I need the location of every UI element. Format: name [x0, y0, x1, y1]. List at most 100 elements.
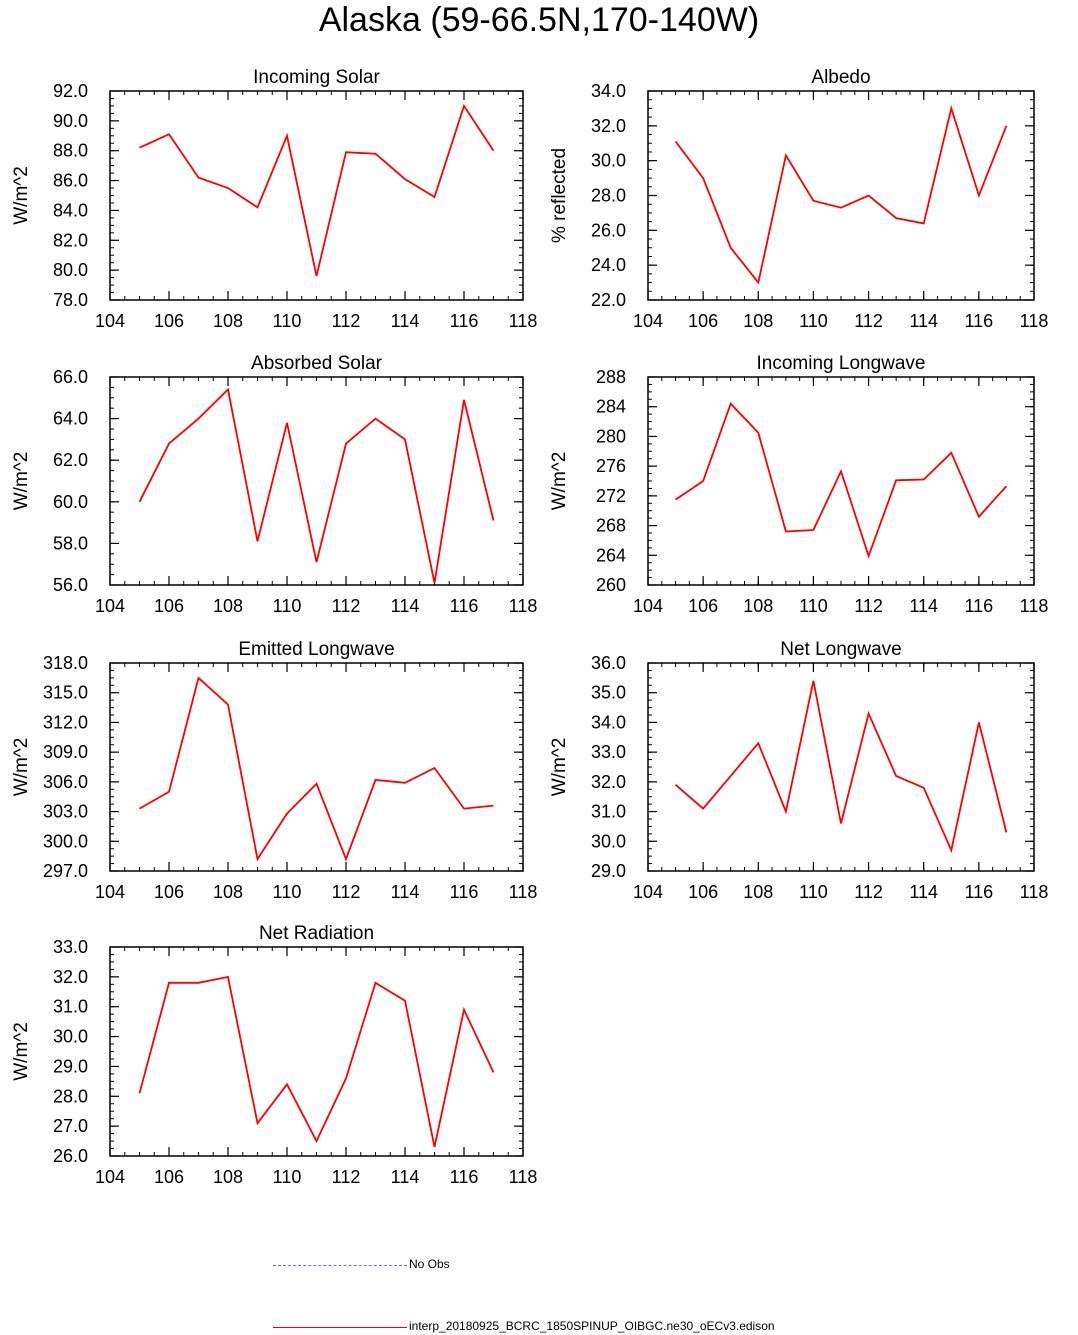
y-tick-label: 30.0 [591, 151, 626, 171]
y-tick-label: 272 [596, 486, 626, 506]
x-tick-label: 118 [509, 1167, 538, 1187]
x-tick-label: 110 [273, 882, 302, 902]
x-tick-label: 114 [391, 596, 420, 616]
chart-title: Incoming Solar [253, 67, 380, 88]
x-tick-label: 106 [154, 882, 184, 902]
chart-panel: Albedo % reflected 104 106 108 110 112 114 116 11… [549, 67, 1048, 331]
x-tick-label: 108 [213, 311, 243, 331]
x-tick-label: 110 [273, 311, 302, 331]
x-tick-label: 116 [965, 596, 994, 616]
chart-title: Net Longwave [780, 639, 901, 660]
y-tick-label: 306.0 [43, 772, 88, 792]
y-axis-label: % reflected [549, 148, 570, 243]
chart-title: Absorbed Solar [251, 353, 383, 374]
plot-frame [647, 376, 1035, 586]
x-tick-label: 110 [799, 311, 828, 331]
series-line-model [675, 680, 1008, 854]
y-axis-label: W/m^2 [11, 166, 32, 225]
y-tick-label: 22.0 [591, 290, 626, 310]
y-tick-label: 30.0 [53, 1027, 88, 1047]
plot-frame [109, 90, 524, 301]
x-tick-label: 108 [213, 882, 243, 902]
y-tick-label: 315.0 [43, 683, 88, 703]
x-tick-label: 104 [95, 1167, 125, 1187]
y-tick-label: 62.0 [53, 450, 88, 470]
y-tick-label: 30.0 [591, 831, 626, 851]
legend-label-model: interp_20180925_BCRC_1850SPINUP_OIBGC.ne… [409, 1319, 775, 1333]
y-tick-label: 35.0 [591, 683, 626, 703]
y-axis-label: W/m^2 [549, 452, 570, 511]
y-tick-label: 28.0 [591, 186, 626, 206]
y-tick-label: 26.0 [53, 1146, 88, 1166]
chart-panel: Incoming Solar W/m^2 104 106 108 110 112 114 116… [11, 67, 537, 331]
y-tick-label: 268 [596, 516, 626, 536]
y-tick-label: 32.0 [591, 116, 626, 136]
series-line-model [139, 676, 494, 862]
y-tick-label: 260 [596, 575, 626, 595]
y-tick-label: 92.0 [53, 81, 88, 101]
y-tick-label: 312.0 [43, 712, 88, 732]
series-line-model [138, 387, 495, 584]
series-line-model [675, 402, 1008, 559]
y-tick-label: 276 [596, 456, 626, 476]
y-tick-label: 29.0 [53, 1056, 88, 1076]
y-tick-label: 284 [596, 397, 626, 417]
x-tick-label: 104 [633, 882, 663, 902]
x-tick-label: 114 [391, 882, 420, 902]
y-tick-label: 26.0 [591, 220, 626, 240]
y-axis-label: W/m^2 [11, 452, 32, 511]
x-tick-label: 112 [332, 311, 361, 331]
x-tick-label: 116 [965, 311, 994, 331]
x-tick-label: 118 [1020, 596, 1049, 616]
y-tick-label: 84.0 [53, 200, 88, 220]
x-tick-label: 118 [509, 596, 538, 616]
x-tick-label: 104 [633, 311, 663, 331]
y-tick-label: 56.0 [53, 575, 88, 595]
y-tick-label: 28.0 [53, 1086, 88, 1106]
x-tick-label: 118 [1020, 311, 1049, 331]
y-tick-label: 309.0 [43, 742, 88, 762]
x-tick-label: 104 [95, 311, 125, 331]
x-tick-label: 106 [154, 311, 184, 331]
y-tick-label: 264 [596, 545, 626, 565]
chart-panel: Emitted Longwave W/m^2 104 106 108 110 112 114 1… [11, 639, 537, 902]
x-tick-label: 116 [450, 311, 479, 331]
figure-title: Alaska (59-66.5N,170-140W) [318, 1, 760, 39]
x-tick-label: 112 [332, 596, 361, 616]
plot-frame [109, 946, 524, 1157]
x-tick-label: 112 [332, 882, 361, 902]
y-tick-label: 33.0 [591, 742, 626, 762]
x-tick-label: 114 [909, 311, 938, 331]
y-tick-label: 88.0 [53, 141, 88, 161]
x-tick-label: 108 [743, 882, 773, 902]
x-tick-label: 116 [450, 596, 479, 616]
x-tick-label: 104 [95, 882, 125, 902]
x-tick-label: 110 [273, 1167, 302, 1187]
chart-title: Net Radiation [259, 923, 374, 944]
y-axis-label: W/m^2 [549, 738, 570, 797]
y-tick-label: 297.0 [43, 861, 88, 881]
y-tick-label: 34.0 [591, 81, 626, 101]
y-tick-label: 31.0 [53, 997, 88, 1017]
y-tick-label: 288 [596, 367, 626, 387]
y-tick-label: 78.0 [53, 290, 88, 310]
chart-title: Incoming Longwave [757, 353, 926, 374]
chart-panel: Net Radiation W/m^2 104 106 108 110 112 114 116 1… [11, 923, 537, 1187]
series-line-model [139, 103, 495, 277]
x-tick-label: 112 [854, 311, 883, 331]
x-tick-label: 114 [909, 882, 938, 902]
x-tick-label: 106 [154, 1167, 184, 1187]
chart-panel: Absorbed Solar W/m^2 104 106 108 110 112 114 116… [11, 353, 537, 616]
x-tick-label: 104 [95, 596, 125, 616]
legend-swatch-model [273, 1327, 407, 1328]
y-tick-label: 303.0 [43, 802, 88, 822]
chart-panel: Incoming Longwave W/m^2 104 106 108 110 112 114… [549, 353, 1048, 616]
y-tick-label: 31.0 [591, 802, 626, 822]
y-tick-label: 29.0 [591, 861, 626, 881]
x-tick-label: 106 [688, 311, 718, 331]
y-tick-label: 318.0 [43, 653, 88, 673]
chart-title: Albedo [811, 67, 870, 88]
x-tick-label: 108 [743, 311, 773, 331]
x-tick-label: 112 [854, 596, 883, 616]
